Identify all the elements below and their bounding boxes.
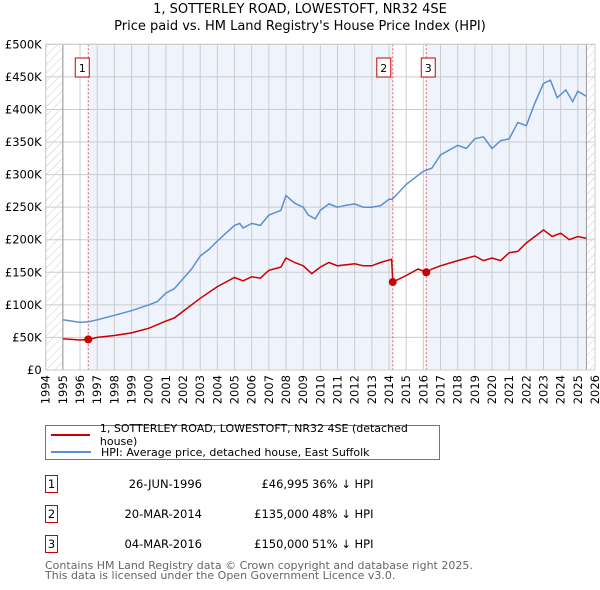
x-tick-label: 2025 — [571, 375, 585, 404]
sale-label-number: 2 — [380, 62, 387, 75]
sale-hpi-diff: 48% ↓ HPI — [312, 507, 374, 521]
sale-date: 26-JUN-1996 — [128, 477, 202, 491]
y-tick-label: £50K — [12, 330, 42, 344]
sale-number: 2 — [45, 505, 58, 523]
x-tick-label: 2004 — [210, 375, 224, 404]
y-tick-label: £200K — [5, 233, 42, 247]
y-tick-label: £350K — [5, 135, 42, 149]
x-tick-label: 2009 — [296, 375, 310, 404]
x-tick-label: 2006 — [245, 375, 259, 404]
x-tick-label: 2018 — [451, 375, 465, 404]
sale-price: £135,000 — [254, 507, 309, 521]
x-tick-label: 2014 — [382, 375, 396, 404]
sale-number: 3 — [45, 535, 58, 553]
x-tick-label: 2008 — [279, 375, 293, 404]
x-tick-label: 2013 — [365, 375, 379, 404]
sale-point — [422, 268, 431, 277]
x-tick-label: 2010 — [313, 375, 327, 404]
sale-price: £150,000 — [254, 537, 309, 551]
x-tick-label: 2011 — [331, 375, 345, 404]
x-tick-label: 1998 — [107, 375, 121, 404]
x-tick-label: 2017 — [434, 375, 448, 404]
legend-label: 1, SOTTERLEY ROAD, LOWESTOFT, NR32 4SE (… — [99, 422, 408, 448]
x-tick-label: 1995 — [56, 375, 70, 404]
legend-item-property: 1, SOTTERLEY ROAD, LOWESTOFT, NR32 4SE (… — [51, 422, 439, 448]
sale-label-box — [420, 57, 436, 78]
x-tick-label: 2019 — [468, 375, 482, 404]
sale-label-number: 3 — [425, 62, 432, 75]
sale-hpi-diff: 36% ↓ HPI — [312, 477, 374, 491]
x-tick-label: 2022 — [519, 375, 533, 404]
footer-licence: This data is licensed under the Open Gov… — [45, 569, 396, 582]
x-tick-label: 1997 — [90, 375, 104, 404]
footer-copyright: Contains HM Land Registry data © Crown c… — [45, 559, 473, 572]
x-tick-label: 1999 — [125, 375, 139, 404]
legend: 1, SOTTERLEY ROAD, LOWESTOFT, NR32 4SE (… — [45, 422, 440, 460]
chart-subtitle: Price paid vs. HM Land Registry's House … — [114, 19, 486, 34]
plot-border — [45, 43, 596, 371]
property-price-line — [62, 228, 587, 341]
y-tick-label: £450K — [5, 70, 42, 84]
table-row: 2 20-MAR-2014 £135,000 48% ↓ HPI — [45, 505, 465, 525]
x-tick-label: 2012 — [348, 375, 362, 404]
x-tick-label: 1996 — [73, 375, 87, 404]
sale-label-number: 1 — [79, 62, 86, 75]
x-tick-label: 2003 — [193, 375, 207, 404]
y-tick-label: £100K — [5, 298, 42, 312]
y-tick-label: £0 — [27, 363, 42, 377]
x-tick-label: 1994 — [39, 375, 53, 404]
sale-price: £46,995 — [261, 477, 309, 491]
legend-item-hpi: HPI: Average price, detached house, East… — [51, 444, 370, 460]
sale-label: 3 — [420, 57, 436, 78]
x-tick-label: 2016 — [416, 375, 430, 404]
sale-date: 04-MAR-2016 — [124, 537, 202, 551]
x-tick-label: 2023 — [537, 375, 551, 404]
sale-number: 1 — [45, 475, 58, 493]
y-tick-label: £300K — [5, 168, 42, 182]
x-tick-label: 2002 — [176, 375, 190, 404]
y-tick-label: £150K — [5, 265, 42, 279]
hpi-line — [62, 79, 587, 324]
x-tick-label: 2001 — [159, 375, 173, 404]
sale-label: 1 — [74, 57, 90, 78]
y-tick-label: £250K — [5, 200, 42, 214]
table-row: 1 26-JUN-1996 £46,995 36% ↓ HPI — [45, 475, 465, 495]
sale-point — [84, 335, 93, 344]
x-tick-label: 2026 — [588, 375, 600, 404]
legend-swatch-red — [51, 434, 90, 436]
x-tick-label: 2021 — [502, 375, 516, 404]
legend-label: HPI: Average price, detached house, East… — [101, 445, 370, 459]
sale-label-box — [74, 57, 90, 78]
sale-point — [388, 278, 397, 287]
x-tick-label: 2007 — [262, 375, 276, 404]
sale-date: 20-MAR-2014 — [124, 507, 202, 521]
y-tick-label: £400K — [5, 102, 42, 116]
sale-hpi-diff: 51% ↓ HPI — [312, 537, 374, 551]
y-tick-label: £500K — [5, 37, 42, 51]
sale-label-box — [376, 57, 392, 78]
chart-title: 1, SOTTERLEY ROAD, LOWESTOFT, NR32 4SE — [153, 2, 447, 17]
sale-label: 2 — [376, 57, 392, 78]
x-tick-label: 2000 — [142, 375, 156, 404]
legend-swatch-blue — [51, 451, 91, 453]
table-row: 3 04-MAR-2016 £150,000 51% ↓ HPI — [45, 535, 465, 555]
x-tick-label: 2015 — [399, 375, 413, 404]
plot-area: 1994 1995 1996 1997 1998 1999 2000 2001 2002 2003… — [5, 37, 600, 404]
x-tick-label: 2020 — [485, 375, 499, 404]
x-tick-label: 2024 — [554, 375, 568, 404]
x-tick-label: 2005 — [228, 375, 242, 404]
